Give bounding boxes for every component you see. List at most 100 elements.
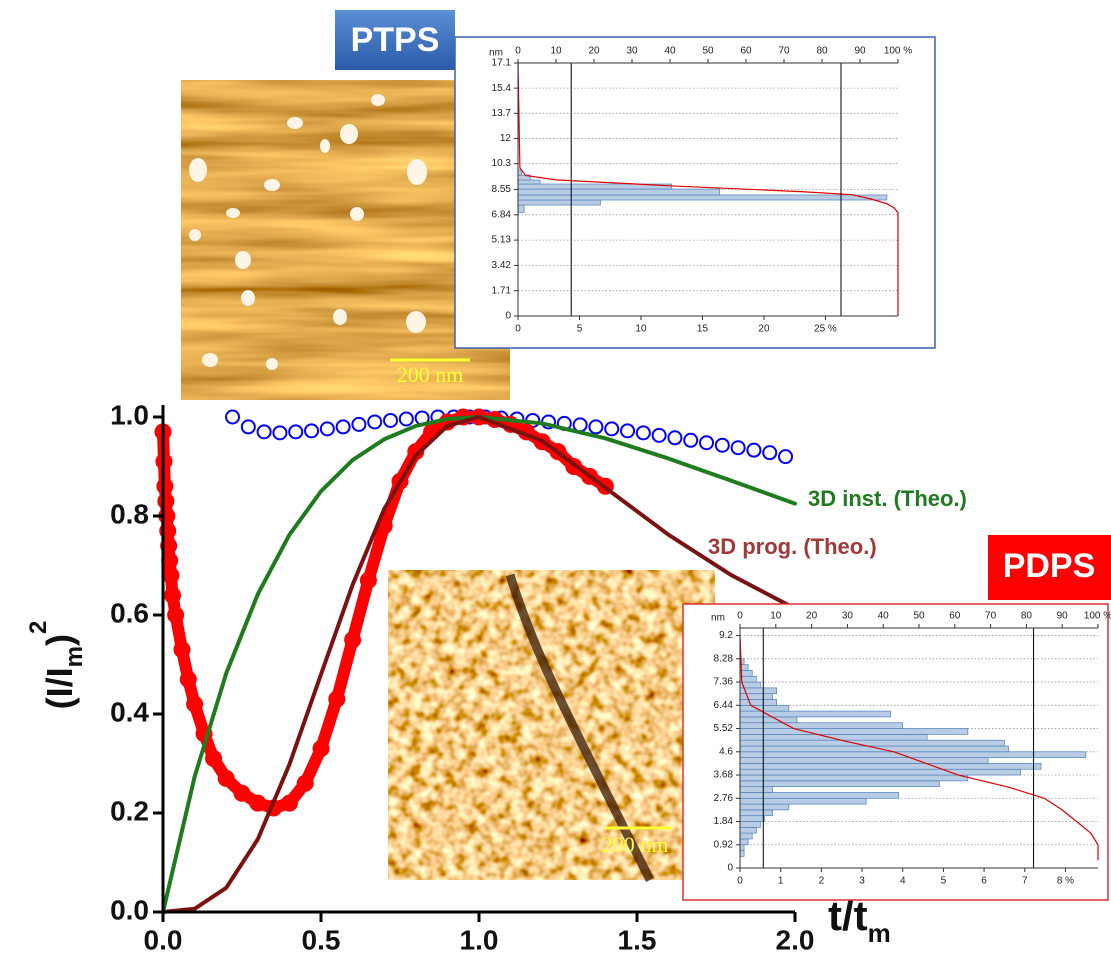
data-point — [699, 435, 715, 451]
x2-tick-label: 30 — [626, 46, 638, 57]
y-axis-title-part: (I/I — [39, 667, 80, 709]
x2-tick-label: 50 — [702, 46, 714, 57]
x2-tick-label: 70 — [778, 46, 790, 57]
histogram: 0 0.92 1.84 2.76 3.68 4.6 5.52 6.44 7.36 8.28 9.2 n… — [711, 611, 1111, 887]
y-tick-label: 2.76 — [714, 793, 734, 804]
series-label: 3D inst. (Theo.) — [808, 486, 967, 511]
x2-tick-label: 10 — [770, 611, 782, 622]
x2-tick-label: 40 — [664, 46, 676, 57]
y-tick-label: 7.36 — [714, 677, 734, 688]
data-point — [179, 670, 197, 688]
x2-tick-label: 20 — [806, 611, 818, 622]
bar — [739, 792, 900, 799]
data-point — [319, 421, 335, 437]
x-tick-label: 5 — [941, 876, 947, 887]
bar — [739, 734, 928, 741]
x2-tick-label: 30 — [842, 611, 854, 622]
y-tick-label: 0 — [505, 311, 511, 322]
bar — [739, 832, 753, 840]
data-point — [359, 571, 377, 589]
y-tick-label: 10.3 — [492, 158, 512, 169]
y-tick-label: 12 — [500, 133, 512, 144]
x-tick-label: 8 % — [1057, 876, 1074, 887]
bar — [739, 728, 969, 735]
y-tick-label: 4.6 — [719, 746, 733, 757]
x2-tick-label: 100 % — [884, 46, 912, 57]
x-tick-label: 4 — [900, 876, 906, 887]
bar — [517, 188, 721, 196]
bar — [517, 204, 525, 213]
x-tick-label: 7 — [1022, 876, 1028, 887]
x2-tick-label: 60 — [949, 611, 961, 622]
x2-tick-label: 50 — [913, 611, 925, 622]
data-point — [173, 641, 191, 659]
bar — [739, 826, 757, 834]
data-point — [249, 794, 267, 812]
x2-tick-label: 70 — [985, 611, 997, 622]
bar — [739, 815, 765, 822]
bar — [739, 763, 1042, 770]
series-line — [161, 415, 797, 914]
x-tick-label: 20 — [758, 324, 770, 335]
data-point — [746, 442, 762, 458]
scale-bar-label: 200 nm — [397, 362, 464, 387]
x2-tick-label: 0 — [515, 46, 521, 57]
y-tick-label: 6.84 — [492, 209, 512, 220]
y-tick-label: 6.44 — [714, 700, 734, 711]
y-axis-title: nm — [711, 613, 725, 624]
ptps-inset: 200 nm PTPS 01.713.425.136.848.5510.3121… — [181, 10, 936, 400]
y-axis-title-part: m — [61, 646, 88, 667]
x2-tick-label: 80 — [816, 46, 828, 57]
bar — [739, 722, 904, 729]
data-point — [288, 424, 304, 440]
x-tick-label: 0.0 — [144, 924, 183, 955]
x2-tick-label: 90 — [1057, 611, 1069, 622]
x2-tick-label: 40 — [878, 611, 890, 622]
data-point — [683, 432, 699, 448]
x-tick-label: 15 — [697, 324, 709, 335]
y-axis-title: (I/Im)2 — [25, 621, 88, 710]
data-point — [667, 430, 683, 446]
data-point — [240, 419, 256, 435]
data-point — [714, 437, 730, 453]
data-point — [272, 425, 288, 441]
bar — [739, 716, 798, 724]
pdps-inset: 200 nm PDPS 00.921.842.763.684.65.526.44… — [388, 535, 1111, 901]
data-point — [328, 690, 346, 708]
bar — [739, 786, 773, 793]
y-tick-label: 17.1 — [492, 58, 512, 69]
cumulative-line — [517, 62, 899, 316]
y-tick-label: 0.2 — [110, 795, 149, 826]
data-point — [351, 416, 367, 432]
bar — [739, 838, 749, 846]
bar — [739, 693, 773, 700]
y-tick-label: 1.0 — [110, 399, 149, 430]
y-tick-label: 1.84 — [714, 816, 734, 827]
bar — [517, 179, 541, 185]
x2-tick-label: 100 % — [1084, 611, 1111, 622]
y-axis-title-part: ) — [39, 634, 80, 646]
data-point — [762, 445, 778, 461]
series-label: 3D prog. (Theo.) — [708, 534, 877, 559]
bar — [739, 739, 1005, 747]
data-point — [533, 433, 551, 451]
x2-tick-label: 60 — [740, 46, 752, 57]
data-point — [167, 606, 185, 624]
x-tick-label: 5 — [577, 324, 583, 335]
data-point — [304, 423, 320, 439]
bar — [739, 780, 940, 788]
x2-tick-label: 20 — [588, 46, 600, 57]
afm-particles — [189, 94, 427, 370]
y-tick-label: 5.52 — [714, 723, 734, 734]
x-tick-label: 25 % — [814, 324, 837, 335]
inset-title: PDPS — [1003, 547, 1096, 585]
x-tick-label: 10 — [635, 324, 647, 335]
data-point — [344, 631, 362, 649]
y-tick-label: 5.13 — [492, 235, 512, 246]
bar — [517, 194, 888, 201]
y-tick-label: 0.8 — [110, 498, 149, 529]
cumulative-line — [739, 635, 1099, 861]
data-point — [398, 411, 414, 427]
